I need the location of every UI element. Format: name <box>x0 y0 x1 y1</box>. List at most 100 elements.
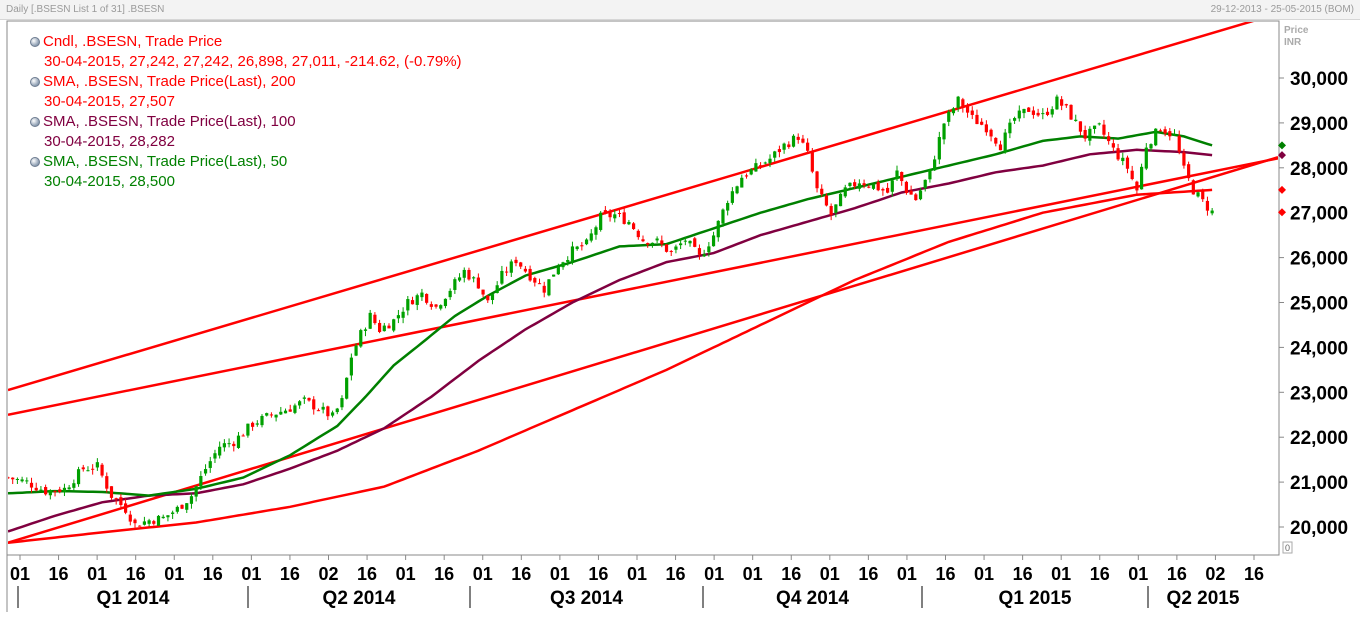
candle-body <box>53 490 57 492</box>
candle-body <box>1135 181 1139 191</box>
candle-body <box>105 476 109 489</box>
candle-body <box>810 152 814 172</box>
candle-body <box>387 325 391 329</box>
candle-body <box>1116 148 1120 160</box>
candle-body <box>109 486 114 498</box>
candle-body <box>1045 111 1050 115</box>
candle-body <box>255 423 259 425</box>
legend-entry-sma50[interactable]: SMA, .BSESN, Trade Price(Last), 50 <box>30 152 462 172</box>
candle-body <box>688 240 692 244</box>
candle-body <box>86 470 90 472</box>
candle-body <box>1083 130 1087 139</box>
legend-label: SMA, .BSESN, Trade Price(Last), 50 <box>43 153 288 170</box>
x-tick-label: 01 <box>164 564 184 584</box>
candle-body <box>947 111 951 122</box>
legend-entry-candle[interactable]: Cndl, .BSESN, Trade Price <box>30 32 462 52</box>
x-tick-label: 01 <box>897 564 917 584</box>
legend-toggle-icon[interactable] <box>30 37 40 47</box>
candle-body <box>857 183 861 189</box>
candle-body <box>415 295 419 305</box>
candle-body <box>373 314 377 324</box>
candle-body <box>994 137 998 144</box>
candle-body <box>1017 110 1021 119</box>
candle-body <box>589 233 593 241</box>
candle-body <box>923 179 927 189</box>
candle-body <box>298 401 302 406</box>
candle-body <box>984 124 988 133</box>
candle-body <box>537 283 542 285</box>
candle-body <box>660 240 664 245</box>
candle-body <box>76 469 81 485</box>
candle-body <box>942 123 946 140</box>
trendline-base-line <box>8 156 1278 544</box>
candle-body <box>166 515 170 518</box>
quarter-label: Q3 2014 <box>550 588 623 609</box>
candle-body <box>975 114 979 125</box>
x-tick-label: 16 <box>1167 564 1187 584</box>
candle-body <box>1125 157 1130 169</box>
candle-body <box>669 251 673 253</box>
candle-body <box>599 212 603 230</box>
candle-body <box>142 521 147 525</box>
legend-entry-sma200[interactable]: SMA, .BSESN, Trade Price(Last), 200 <box>30 72 462 92</box>
candle-body <box>269 414 274 416</box>
candle-body <box>1092 125 1097 130</box>
candles <box>8 94 1214 528</box>
candle-body <box>152 521 156 524</box>
legend-toggle-icon[interactable] <box>30 117 40 127</box>
candle-body <box>542 285 546 293</box>
candle-body <box>481 289 485 295</box>
candle-body <box>434 304 438 307</box>
quarter-label: Q2 2014 <box>323 588 396 609</box>
legend-toggle-icon[interactable] <box>30 157 40 167</box>
candle-body <box>490 294 495 301</box>
x-tick-label: 16 <box>1013 564 1033 584</box>
x-tick-label: 01 <box>743 564 763 584</box>
candle-body <box>806 142 810 151</box>
candle-body <box>749 169 753 175</box>
candle-body <box>702 254 706 257</box>
candle-body <box>20 479 24 482</box>
candle-body <box>1074 119 1078 121</box>
candle-body <box>547 279 551 296</box>
candle-body <box>1069 104 1073 120</box>
candle-body <box>156 515 161 526</box>
candle-body <box>377 322 382 332</box>
candle-body <box>787 144 791 148</box>
legend-toggle-icon[interactable] <box>30 77 40 87</box>
candle-body <box>773 151 777 158</box>
candle-body <box>345 377 349 399</box>
candle-body <box>293 405 297 413</box>
candle-body <box>15 478 20 480</box>
candle-body <box>928 169 932 180</box>
candle-body <box>1121 157 1125 162</box>
candle-body <box>909 190 913 195</box>
candle-body <box>246 423 250 436</box>
candle-body <box>613 214 617 219</box>
candle-body <box>1031 110 1036 115</box>
legend-entry-sma100[interactable]: SMA, .BSESN, Trade Price(Last), 100 <box>30 112 462 132</box>
candle-body <box>1144 147 1148 169</box>
candle-body <box>260 415 264 426</box>
candle-body <box>989 129 993 137</box>
legend-label: Cndl, .BSESN, Trade Price <box>43 33 223 50</box>
candle-body <box>1191 180 1195 195</box>
candle-body <box>820 188 824 195</box>
y-tick-label: 26,000 <box>1290 249 1348 270</box>
candle-body <box>862 183 866 186</box>
candle-body <box>420 292 424 298</box>
candle-body <box>58 489 62 492</box>
plot-area[interactable] <box>6 20 1280 556</box>
candle-body <box>566 260 570 262</box>
candle-body <box>716 220 720 238</box>
x-tick-label: 16 <box>781 564 801 584</box>
legend-value: 30-04-2015, 27,507 <box>44 93 175 110</box>
candle-body <box>222 443 226 448</box>
candle-body <box>603 210 607 214</box>
x-tick-label: 01 <box>627 564 647 584</box>
candle-body <box>213 453 217 459</box>
candle-body <box>241 435 245 437</box>
candle-body <box>1163 129 1167 134</box>
candle-body <box>848 182 852 186</box>
